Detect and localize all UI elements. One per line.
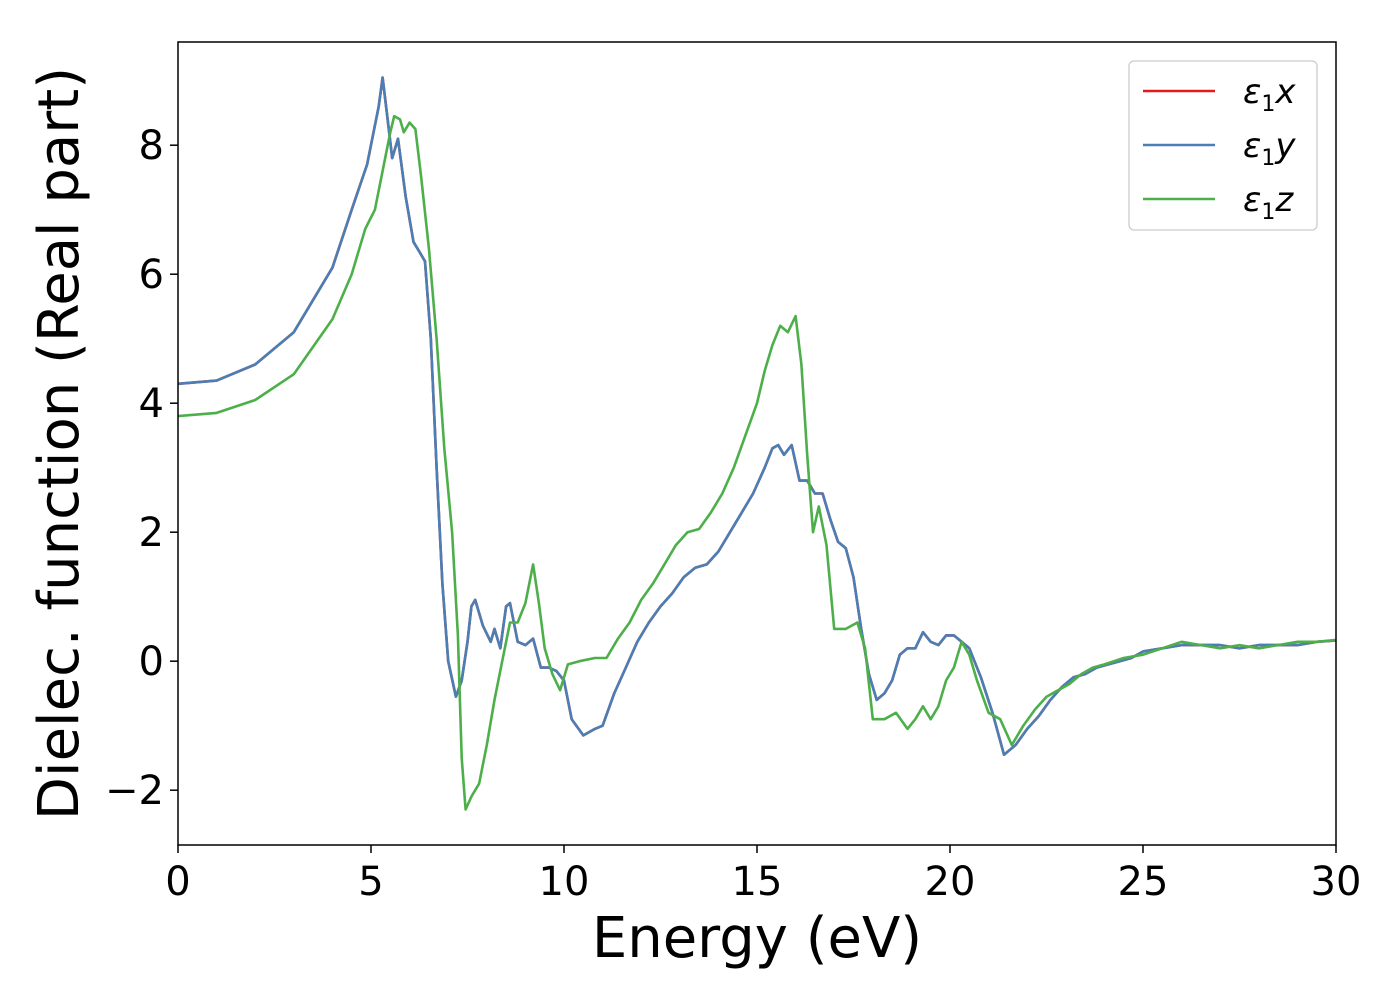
x-tick-label: 15 xyxy=(732,859,783,905)
legend-label: ε1z xyxy=(1243,180,1294,225)
legend: ε1x ε1y ε1z xyxy=(1128,60,1318,231)
legend-label: ε1y xyxy=(1243,126,1296,171)
legend-box xyxy=(1128,60,1318,231)
y-tick-label: 8 xyxy=(139,123,164,169)
legend-item-z: ε1z xyxy=(1143,180,1294,225)
y-axis-label: Dielec. function (Real part) xyxy=(27,67,92,820)
legend-label: ε1x xyxy=(1243,72,1296,117)
x-tick-label: 10 xyxy=(539,859,590,905)
legend-item-x: ε1x xyxy=(1143,72,1296,117)
y-tick-label: 2 xyxy=(139,510,164,556)
y-tick-label: 0 xyxy=(139,639,164,685)
y-tick-label: 6 xyxy=(139,252,164,298)
x-tick-label: 5 xyxy=(358,859,383,905)
series-line-z xyxy=(178,114,1336,811)
plot-area xyxy=(178,76,1336,811)
x-tick-label: 30 xyxy=(1311,859,1362,905)
legend-item-y: ε1y xyxy=(1143,126,1296,171)
x-tick-label: 25 xyxy=(1118,859,1169,905)
y-tick-label: 4 xyxy=(139,381,164,427)
x-tick-label: 20 xyxy=(925,859,976,905)
x-axis-label: Energy (eV) xyxy=(592,906,922,971)
y-tick-label: −2 xyxy=(105,768,164,814)
series-line-y xyxy=(178,76,1336,756)
x-tick-label: 0 xyxy=(165,859,190,905)
